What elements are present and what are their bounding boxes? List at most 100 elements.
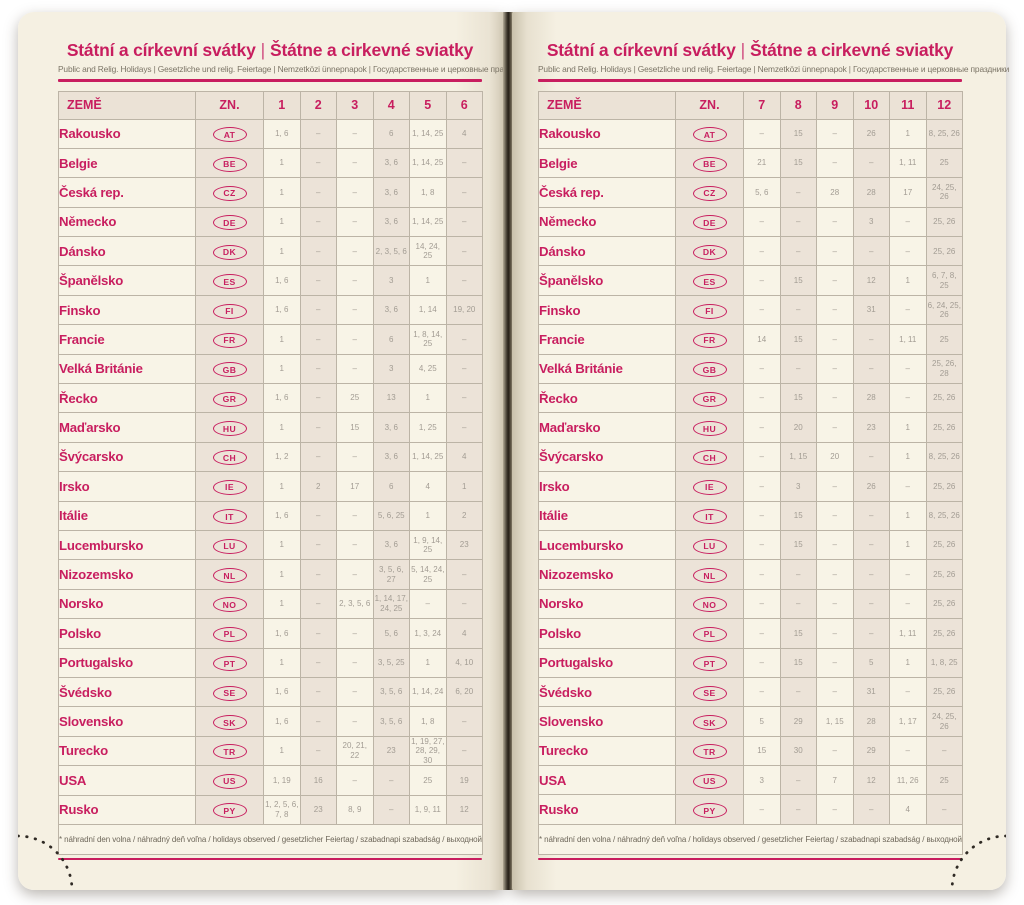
holiday-days-cell: 15 bbox=[743, 735, 781, 767]
country-code-cell: DK bbox=[675, 236, 744, 267]
table-row: Rakousko AT –15–26 1 8, 25, 26 bbox=[538, 118, 963, 149]
country-code-badge: DK bbox=[212, 244, 247, 260]
holiday-days-cell: 1, 8, 14, 25 bbox=[409, 324, 447, 355]
holiday-days-cell: 15 bbox=[336, 412, 374, 443]
footnote: * náhradní den volna / náhradný deň voľn… bbox=[58, 823, 483, 855]
holiday-days-cell: 2, 3, 5, 6 bbox=[336, 588, 374, 620]
holiday-days-cell: 13 bbox=[372, 383, 410, 414]
country-code-cell: IE bbox=[675, 471, 744, 502]
holiday-days-cell: 17 bbox=[336, 471, 374, 502]
holiday-days-cell: 21 bbox=[743, 147, 781, 179]
holiday-days-cell: 4 bbox=[445, 618, 483, 649]
holiday-days-cell: 1, 2, 5, 6, 7, 8 bbox=[263, 794, 301, 825]
holiday-days-cell: 28 bbox=[852, 706, 890, 737]
table-footer: * náhradní den volna / náhradný deň voľn… bbox=[538, 823, 963, 855]
column-header: 11 bbox=[889, 90, 927, 120]
column-header: 9 bbox=[816, 90, 854, 120]
holiday-days-cell: – bbox=[743, 206, 781, 238]
country-name: USA bbox=[538, 765, 676, 796]
country-code-badge: AT bbox=[692, 127, 727, 143]
holiday-days-cell: – bbox=[336, 353, 374, 385]
country-code-cell: ES bbox=[195, 265, 264, 296]
holiday-days-cell: – bbox=[889, 588, 927, 620]
country-name: Řecko bbox=[538, 383, 676, 414]
country-code-badge: AT bbox=[212, 127, 247, 143]
holiday-days-cell: – bbox=[743, 265, 781, 296]
country-code-cell: AT bbox=[195, 118, 264, 149]
country-name: Švédsko bbox=[58, 676, 196, 708]
holiday-days-cell: 14 bbox=[743, 324, 781, 355]
holiday-days-cell: – bbox=[445, 559, 483, 590]
holiday-days-cell: – bbox=[889, 206, 927, 238]
holiday-days-cell: 1 bbox=[263, 559, 301, 590]
country-code-badge: GR bbox=[212, 391, 247, 407]
holiday-days-cell: – bbox=[779, 177, 817, 208]
holiday-days-cell: – bbox=[445, 353, 483, 385]
holiday-days-cell: 1, 19 bbox=[263, 765, 301, 796]
holiday-days-cell: 25 bbox=[925, 324, 963, 355]
country-name: Belgie bbox=[58, 147, 196, 179]
country-name: Belgie bbox=[538, 147, 676, 179]
table-row: Polsko PL –15– –1, 11 25, 26 bbox=[538, 618, 963, 649]
country-name: Polsko bbox=[538, 618, 676, 649]
table-row: Španělsko ES –15–12 1 6, 7, 8, 25 bbox=[538, 265, 963, 296]
holiday-days-cell: 4 bbox=[445, 441, 483, 473]
page-title-slovak: Štátne a cirkevné sviatky bbox=[749, 40, 954, 60]
country-code-badge: NL bbox=[692, 568, 727, 584]
country-code-badge: LU bbox=[692, 538, 727, 554]
country-name: Nizozemsko bbox=[538, 559, 676, 590]
holiday-days-cell: 1, 19, 27, 28, 29, 30 bbox=[409, 735, 447, 767]
holiday-days-cell: 2, 3, 5, 6 bbox=[372, 236, 410, 267]
table-row: Polsko PL 1, 6– –5, 6 1, 3, 24 4 bbox=[58, 618, 483, 649]
holiday-days-cell: 1 bbox=[263, 177, 301, 208]
holiday-days-cell: 4 bbox=[409, 471, 447, 502]
country-code-badge: SK bbox=[212, 715, 247, 730]
table-row: Nizozemsko NL – – – – –25, 26 bbox=[538, 559, 963, 590]
country-code-badge: IE bbox=[692, 479, 727, 495]
holiday-days-cell: 1 bbox=[445, 471, 483, 502]
country-name: Turecko bbox=[58, 735, 196, 767]
country-code-badge: CZ bbox=[692, 185, 727, 201]
country-name: Německo bbox=[538, 206, 676, 238]
table-row: Česká rep. CZ 1– –3, 6 1, 8– bbox=[58, 177, 483, 208]
holiday-days-cell: – bbox=[816, 147, 854, 179]
holiday-days-cell: – bbox=[779, 353, 817, 385]
country-name: Česká rep. bbox=[538, 177, 676, 208]
holiday-days-cell: 1 bbox=[409, 265, 447, 296]
holiday-days-cell: – bbox=[299, 559, 337, 590]
holiday-days-cell: 15 bbox=[779, 118, 817, 149]
holiday-days-cell: 1 bbox=[409, 383, 447, 414]
holiday-days-cell: – bbox=[743, 471, 781, 502]
holiday-days-cell: – bbox=[779, 559, 817, 590]
country-code-cell: GB bbox=[675, 353, 744, 385]
holiday-days-cell: 1 bbox=[263, 236, 301, 267]
holiday-days-cell: 1, 14 bbox=[409, 294, 447, 326]
page-subtitle: Public and Relig. Holidays | Gesetzliche… bbox=[538, 64, 1010, 74]
holiday-days-cell: – bbox=[445, 147, 483, 179]
holiday-days-cell: 1 bbox=[889, 529, 927, 561]
country-code-cell: NO bbox=[675, 588, 744, 620]
table-row: Velká Británie GB 1– –3 4, 25– bbox=[58, 353, 483, 385]
table-row: Portugalsko PT –15–5 1 1, 8, 25 bbox=[538, 647, 963, 678]
holiday-days-cell: – bbox=[852, 559, 890, 590]
holiday-days-cell: 1, 15 bbox=[779, 441, 817, 473]
table-row: Švýcarsko CH –1, 15 20–1 8, 25, 26 bbox=[538, 441, 963, 473]
table-row: Německo DE – – –3–25, 26 bbox=[538, 206, 963, 238]
country-name: Nizozemsko bbox=[58, 559, 196, 590]
holiday-days-cell: 1, 6 bbox=[263, 118, 301, 149]
table-body: Rakousko AT –15–26 1 8, 25, 26 Belgie BE 21 15– –… bbox=[538, 118, 963, 825]
country-code-cell: NL bbox=[195, 559, 264, 590]
holiday-days-cell: 20 bbox=[816, 441, 854, 473]
country-code-cell: NO bbox=[195, 588, 264, 620]
holiday-days-cell: 1, 11 bbox=[889, 147, 927, 179]
country-name: Maďarsko bbox=[58, 412, 196, 443]
holidays-table-jul-dec: ZEMĚ ZN. 7 8 9 10 11 12 Rakousko AT –15–26 1 8, 25,… bbox=[538, 90, 963, 855]
holiday-days-cell: 1 bbox=[263, 412, 301, 443]
column-header: 3 bbox=[336, 90, 374, 120]
country-code-cell: FI bbox=[195, 294, 264, 326]
holiday-days-cell: 6, 7, 8, 25 bbox=[925, 265, 963, 296]
country-name: Německo bbox=[58, 206, 196, 238]
country-code-cell: US bbox=[195, 765, 264, 796]
holiday-days-cell: 30 bbox=[779, 735, 817, 767]
country-code-cell: DK bbox=[195, 236, 264, 267]
